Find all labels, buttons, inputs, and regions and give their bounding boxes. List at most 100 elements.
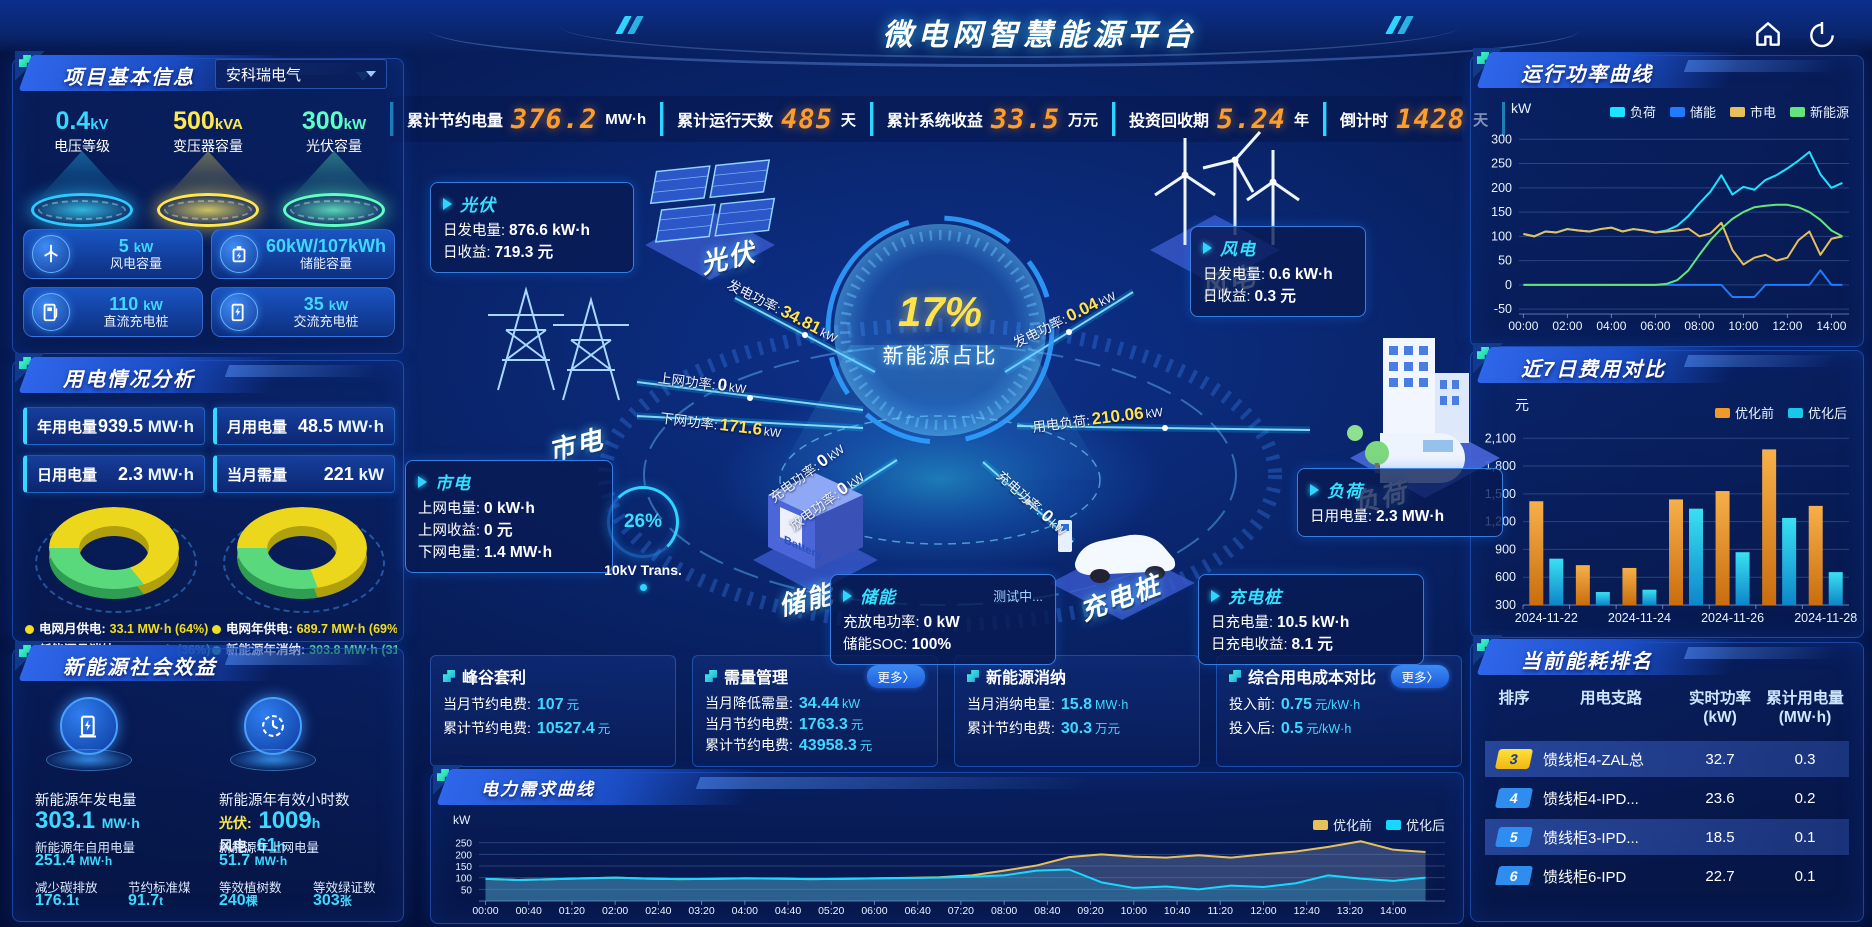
ranking-table: 排序 用电支路 实时功率 (kW) 累计用电量 (MW·h) 3 馈线柜4-ZAL总… — [1485, 689, 1849, 885]
pedestal-voltage: 0.4kV 电压等级 — [19, 107, 145, 227]
svg-text:10:00: 10:00 — [1728, 319, 1758, 333]
pedestal-transformer: 500kVA 变压器容量 — [145, 107, 271, 227]
renewable-share-label: 新能源占比 — [882, 345, 998, 368]
power-tower-icon — [488, 286, 629, 401]
usage-stat-day: 日用电量 2.3 MW·h — [23, 455, 205, 493]
page-title: 微电网智慧能源平台 — [882, 19, 1198, 52]
table-row[interactable]: 6 馈线柜6-IPD 22.7 0.1 — [1485, 858, 1849, 885]
svg-text:250: 250 — [455, 839, 472, 850]
svg-text:2024-11-22: 2024-11-22 — [1515, 611, 1578, 625]
benefit-coal-label: 节约标准煤 — [128, 881, 191, 895]
wind-info-card: 风电 日发电量: 0.6 kW·h 日收益: 0.3 元 — [1190, 226, 1366, 317]
more-button[interactable]: 更多〉 — [1391, 664, 1449, 688]
more-button[interactable]: 更多〉 — [867, 664, 925, 688]
icon-pedestal — [230, 749, 316, 771]
svg-text:300: 300 — [1495, 598, 1516, 612]
table-row[interactable]: 5 馈线柜3-IPD... 18.5 0.1 — [1485, 819, 1849, 855]
company-dropdown[interactable]: 安科瑞电气 — [215, 59, 387, 89]
glow-ring — [31, 193, 133, 227]
charger-info-card: 充电桩 日充电量: 10.5 kW·h 日充电收益: 8.1 元 — [1198, 574, 1424, 665]
storage-info-card: 储能 测试中... 充放电功率: 0 kW 储能SOC: 100% — [830, 574, 1056, 665]
svg-text:0: 0 — [1505, 278, 1512, 292]
card-corner-icon — [1229, 670, 1241, 682]
svg-text:04:00: 04:00 — [1596, 319, 1626, 333]
svg-text:2024-11-26: 2024-11-26 — [1701, 611, 1764, 625]
rank-badge: 6 — [1494, 866, 1534, 885]
legend-grid-month: 电网月供电: 33.1 MW·h (64%) — [23, 619, 210, 640]
benefit-export-label: 新能源年上网电量 — [219, 841, 320, 855]
home-icon[interactable] — [1752, 18, 1784, 50]
svg-text:50: 50 — [461, 885, 473, 896]
benefit-gen-label: 新能源年发电量 — [35, 793, 137, 809]
header-curve — [430, 30, 1580, 67]
card-cost-comparison: 综合用电成本对比 更多〉 投入前: 0.75 元/kW·h 投入后: 0.5 元/kW·h — [1216, 655, 1462, 767]
renewable-share-orb: 17% 新能源占比 — [880, 288, 1000, 370]
ranking-header-row: 排序 用电支路 实时功率 (kW) 累计用电量 (MW·h) — [1498, 690, 1844, 726]
transformer-label: 10kV Trans. — [604, 562, 682, 578]
svg-text:200: 200 — [1491, 181, 1512, 195]
ac-charger-icon — [219, 293, 258, 331]
legend-grid-year: 电网年供电: 689.7 MW·h (69%) — [210, 619, 397, 640]
svg-text:12:00: 12:00 — [1250, 905, 1276, 917]
demand-legend: 优化前 优化后 — [1312, 815, 1445, 834]
svg-text:100: 100 — [455, 874, 472, 885]
legend-grid[interactable]: 市电 — [1729, 102, 1776, 121]
svg-text:12:40: 12:40 — [1294, 905, 1320, 917]
benefit-gen-value: 303.1 MW·h — [35, 807, 140, 834]
table-row[interactable]: 3 馈线柜4-ZAL总 32.7 0.3 — [1485, 741, 1849, 777]
svg-text:10:40: 10:40 — [1164, 905, 1190, 917]
table-row[interactable]: 4 馈线柜4-IPD... 23.6 0.2 — [1485, 780, 1849, 816]
usage-stat-year: 年用电量 939.5 MW·h — [23, 407, 205, 445]
svg-text:00:00: 00:00 — [1508, 319, 1538, 333]
kpi-saved-energy: 累计节约电量 376.2 MW·h — [390, 102, 660, 136]
card-corner-icon — [967, 670, 979, 682]
panel-title: 用电情况分析 — [63, 369, 195, 391]
card-corner-icon — [705, 670, 717, 682]
title-deco-left — [615, 16, 654, 34]
legend-before-optimization[interactable]: 优化前 — [1312, 815, 1372, 834]
rank-badge: 3 — [1494, 749, 1534, 769]
legend-before-optimization[interactable]: 优化前 — [1714, 403, 1774, 422]
benefit-trees-label: 等效植树数 — [219, 881, 282, 895]
svg-text:09:20: 09:20 — [1077, 905, 1103, 917]
power-icon[interactable] — [1806, 18, 1838, 50]
kpi-run-days: 累计运行天数 485 天 — [660, 102, 870, 136]
svg-text:250: 250 — [1491, 157, 1512, 171]
svg-text:05:20: 05:20 — [818, 905, 844, 917]
legend-renewable[interactable]: 新能源 — [1789, 102, 1849, 121]
benefit-self-label: 新能源年自用电量 — [35, 841, 136, 855]
panel-title: 新能源社会效益 — [63, 657, 217, 679]
svg-text:300: 300 — [1491, 132, 1512, 146]
y-axis-unit: kW — [453, 813, 471, 827]
y-axis-unit: kW — [1511, 100, 1532, 116]
svg-text:200: 200 — [455, 850, 472, 861]
pedestal-pv-capacity: 300kW 光伏容量 — [271, 107, 397, 227]
benefit-cert-label: 等效绿证数 — [313, 881, 376, 895]
panel-energy-ranking: 当前能耗排名 排序 用电支路 实时功率 (kW) 累计用电量 (MW·h) 3 馈线… — [1470, 635, 1864, 922]
capacity-card-dc-charger: 110 kW 直流充电桩 — [23, 287, 203, 337]
legend-after-optimization[interactable]: 优化后 — [1787, 403, 1847, 422]
panel-title: 项目基本信息 — [63, 67, 195, 89]
cost-legend: 优化前 优化后 — [1714, 403, 1847, 422]
benefit-hours-wind: 风电: 61h — [219, 835, 286, 855]
legend-after-optimization[interactable]: 优化后 — [1385, 815, 1445, 834]
transformer-gauge: 26% 10kV Trans. — [598, 486, 688, 591]
svg-text:08:00: 08:00 — [1684, 319, 1714, 333]
carousel-dot[interactable] — [639, 584, 647, 591]
svg-text:08:40: 08:40 — [1034, 905, 1060, 917]
benefit-gen-block — [29, 697, 149, 771]
legend-storage[interactable]: 储能 — [1669, 102, 1716, 121]
chevron-right-icon — [418, 475, 427, 488]
run-power-line-chart: -50 0 50 100 150 200 250 300 00:00 02:00 04:00 06:0… — [1491, 132, 1849, 333]
header-bar: 微电网智慧能源平台 — [0, 0, 1872, 67]
kpi-stats-bar: 累计节约电量 376.2 MW·h 累计运行天数 485 天 累计系统收益 33… — [390, 96, 1506, 142]
pv-info-card: 光伏 日发电量: 876.6 kW·h 日收益: 719.3 元 — [430, 182, 634, 273]
card-peak-valley: 峰谷套利 当月节约电费: 107 元 累计节约电费: 10527.4 元 — [430, 655, 676, 767]
glow-ring — [283, 193, 385, 227]
svg-text:07:20: 07:20 — [948, 905, 974, 917]
transformer-load-pct: 26% — [607, 486, 679, 558]
panel-cost-compare: 近7日费用对比 元 优化前 优化后 3006009001,2001,5001,8… — [1470, 343, 1864, 638]
panel-demand-curve: 电力需求曲线 kW 优化前 优化后 50 100 150 200 250 00:00 00:… — [430, 765, 1464, 924]
legend-load[interactable]: 负荷 — [1609, 102, 1656, 121]
